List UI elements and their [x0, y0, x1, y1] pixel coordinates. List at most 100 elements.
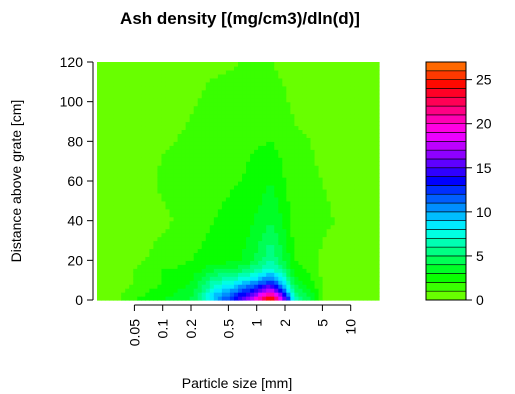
contour-cell: [358, 105, 364, 111]
contour-cell: [258, 208, 263, 214]
contour-cell: [229, 161, 235, 166]
contour-cell: [350, 177, 356, 182]
contour-cell: [229, 272, 235, 277]
contour-cell: [157, 149, 163, 154]
contour-cell: [185, 244, 191, 250]
contour-cell: [254, 276, 259, 281]
contour-cell: [133, 272, 138, 277]
contour-cell: [310, 125, 316, 131]
contour-cell: [314, 153, 320, 158]
contour-cell: [101, 149, 106, 154]
contour-cell: [229, 236, 235, 242]
contour-cell: [97, 157, 102, 162]
contour-cell: [350, 73, 356, 79]
contour-cell: [274, 184, 279, 190]
contour-cell: [278, 220, 283, 226]
contour-cell: [262, 200, 267, 206]
contour-cell: [233, 284, 239, 289]
contour-cell: [165, 276, 171, 281]
contour-cell: [358, 85, 364, 91]
contour-cell: [354, 125, 360, 131]
contour-cell: [169, 65, 175, 71]
contour-cell: [205, 161, 211, 166]
contour-cell: [113, 292, 118, 297]
contour-cell: [302, 97, 308, 103]
contour-cell: [346, 192, 352, 198]
contour-cell: [161, 260, 167, 265]
contour-cell: [274, 260, 279, 265]
contour-cell: [258, 149, 263, 154]
contour-cell: [205, 157, 211, 162]
contour-cell: [189, 77, 195, 83]
contour-cell: [201, 236, 207, 242]
contour-cell: [125, 89, 130, 95]
contour-cell: [322, 177, 328, 182]
contour-cell: [318, 252, 324, 257]
contour-cell: [310, 204, 316, 210]
contour-cell: [354, 141, 360, 146]
contour-cell: [125, 137, 130, 142]
contour-cell: [101, 192, 106, 198]
contour-cell: [278, 244, 283, 250]
contour-cell: [346, 69, 352, 75]
contour-cell: [97, 137, 102, 142]
contour-cell: [157, 109, 163, 115]
contour-cell: [169, 268, 175, 273]
contour-cell: [133, 228, 138, 234]
contour-cell: [161, 153, 167, 158]
contour-cell: [217, 220, 223, 226]
contour-cell: [254, 101, 259, 107]
contour-cell: [181, 145, 187, 150]
contour-cell: [157, 264, 163, 269]
contour-cell: [229, 204, 235, 210]
contour-cell: [177, 137, 183, 142]
contour-cell: [246, 73, 251, 79]
contour-cell: [213, 141, 219, 146]
contour-cell: [358, 296, 364, 301]
contour-cell: [213, 93, 219, 99]
contour-cell: [217, 264, 223, 269]
contour-cell: [238, 252, 243, 257]
contour-cell: [326, 69, 332, 75]
contour-cell: [322, 69, 328, 75]
contour-cell: [145, 224, 150, 230]
contour-cell: [334, 184, 340, 190]
contour-cell: [185, 268, 191, 273]
contour-cell: [302, 208, 308, 214]
contour-cell: [242, 69, 247, 75]
contour-cell: [205, 200, 211, 206]
contour-cell: [322, 192, 328, 198]
contour-cell: [350, 248, 356, 253]
contour-cell: [334, 256, 340, 261]
contour-cell: [310, 252, 316, 257]
contour-cell: [121, 196, 126, 202]
contour-cell: [201, 129, 207, 134]
contour-cell: [229, 113, 235, 119]
contour-cell: [250, 62, 255, 67]
contour-cell: [274, 208, 279, 214]
contour-cell: [173, 113, 179, 119]
contour-cell: [286, 248, 291, 253]
contour-cell: [366, 208, 372, 214]
contour-cell: [161, 280, 167, 285]
contour-cell: [258, 280, 263, 285]
contour-cell: [209, 141, 215, 146]
contour-cell: [113, 232, 118, 238]
contour-cell: [185, 228, 191, 234]
contour-cell: [225, 81, 231, 87]
contour-cell: [125, 192, 130, 198]
contour-cell: [242, 272, 247, 277]
contour-cell: [350, 284, 356, 289]
contour-cell: [165, 73, 171, 79]
contour-cell: [133, 109, 138, 115]
contour-cell: [129, 252, 134, 257]
contour-cell: [266, 280, 271, 285]
contour-cell: [258, 212, 263, 218]
contour-cell: [374, 192, 380, 198]
contour-cell: [205, 65, 211, 71]
contour-cell: [290, 77, 295, 83]
contour-cell: [274, 177, 279, 182]
contour-cell: [197, 105, 203, 111]
contour-cell: [117, 109, 122, 115]
contour-cell: [346, 188, 352, 194]
